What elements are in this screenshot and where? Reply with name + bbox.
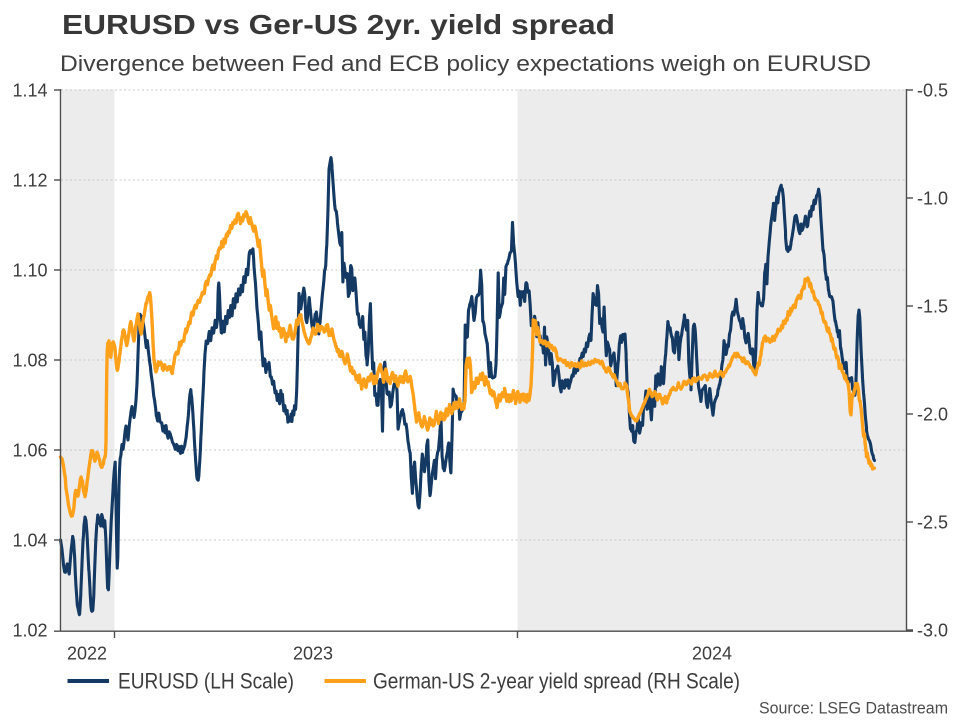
svg-text:-2.0: -2.0: [917, 405, 948, 425]
svg-text:1.08: 1.08: [12, 351, 47, 371]
svg-text:2023: 2023: [293, 644, 333, 664]
svg-text:-3.0: -3.0: [917, 621, 948, 641]
svg-text:-1.5: -1.5: [917, 297, 948, 317]
svg-text:EURUSD (LH Scale): EURUSD (LH Scale): [118, 669, 294, 694]
svg-text:EURUSD vs Ger-US 2yr. yield sp: EURUSD vs Ger-US 2yr. yield spread: [62, 9, 615, 40]
svg-text:-1.0: -1.0: [917, 189, 948, 209]
svg-text:1.12: 1.12: [12, 171, 47, 191]
svg-text:German-US 2-year yield spread: German-US 2-year yield spread (RH Scale): [373, 669, 740, 694]
svg-text:1.10: 1.10: [12, 261, 47, 281]
svg-text:1.02: 1.02: [12, 621, 47, 641]
svg-text:-0.5: -0.5: [917, 81, 948, 101]
svg-text:-2.5: -2.5: [917, 513, 948, 533]
svg-text:Divergence between Fed and ECB: Divergence between Fed and ECB policy ex…: [60, 51, 871, 76]
svg-text:1.06: 1.06: [12, 441, 47, 461]
svg-text:1.04: 1.04: [12, 531, 47, 551]
svg-text:1.14: 1.14: [12, 81, 47, 101]
svg-text:2022: 2022: [67, 644, 107, 664]
svg-text:Source: LSEG Datastream: Source: LSEG Datastream: [759, 698, 948, 717]
svg-text:2024: 2024: [692, 644, 732, 664]
